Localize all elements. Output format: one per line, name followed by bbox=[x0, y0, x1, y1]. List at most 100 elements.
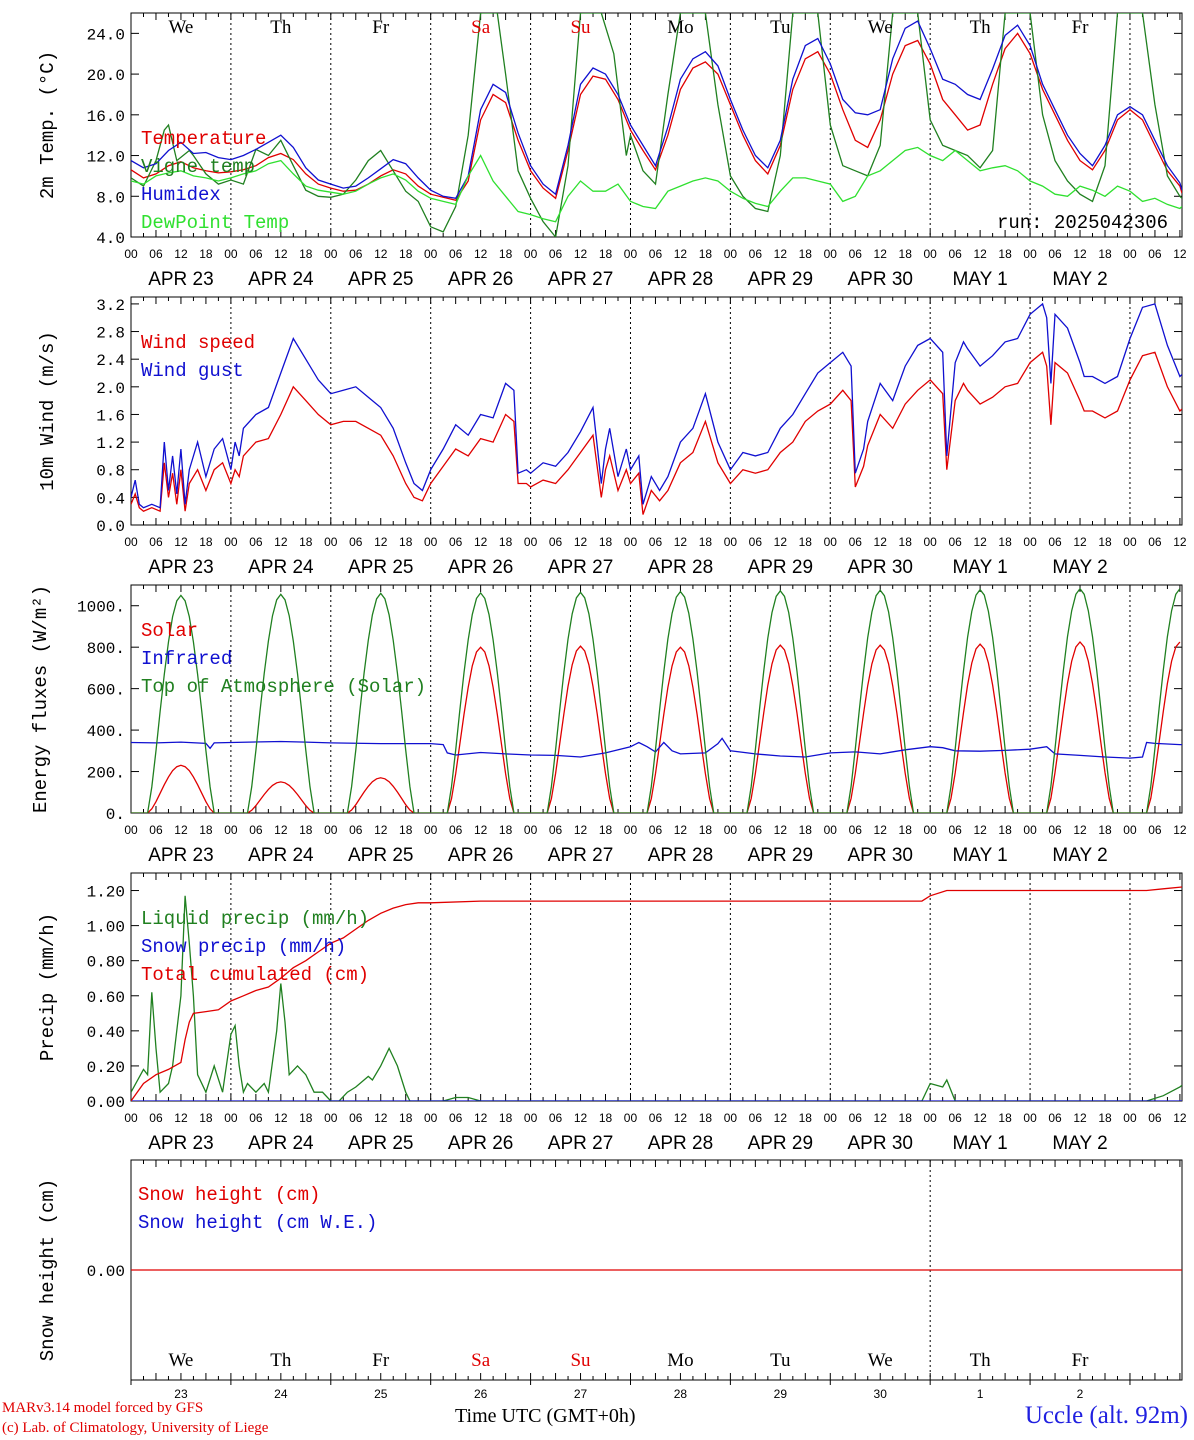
hour-tick-label: 00 bbox=[1023, 823, 1037, 837]
hour-tick-label: 00 bbox=[624, 535, 638, 549]
date-label: APR 29 bbox=[748, 557, 813, 578]
date-label: APR 30 bbox=[847, 557, 912, 578]
hour-tick-label: 00 bbox=[923, 1111, 937, 1125]
hour-tick-label: 18 bbox=[599, 823, 613, 837]
hour-tick-label: 18 bbox=[299, 823, 313, 837]
date-label: APR 30 bbox=[847, 269, 912, 290]
date-label: APR 29 bbox=[748, 845, 813, 866]
hour-tick-label: 00 bbox=[724, 823, 738, 837]
y-tick-label: 0.4 bbox=[96, 490, 125, 508]
date-label: APR 26 bbox=[448, 1133, 513, 1154]
y-tick-label: 0.0 bbox=[96, 518, 125, 536]
legend-entry: Liquid precip (mm/h) bbox=[141, 908, 369, 930]
hour-tick-label: 06 bbox=[449, 247, 463, 261]
hour-tick-label: 18 bbox=[399, 823, 413, 837]
hour-tick-label: 00 bbox=[324, 823, 338, 837]
y-tick-label: 1.6 bbox=[96, 407, 125, 425]
hour-tick-label: 12 bbox=[474, 247, 488, 261]
y-tick-label: 24.0 bbox=[87, 26, 125, 44]
y-tick-label: 600. bbox=[87, 682, 125, 700]
hour-tick-label: 06 bbox=[1048, 1111, 1062, 1125]
bottom-day-number: 1 bbox=[977, 1387, 984, 1401]
series-line bbox=[131, 587, 1181, 813]
y-tick-label: 20.0 bbox=[87, 67, 125, 85]
date-label: MAY 1 bbox=[952, 269, 1007, 290]
y-tick-label: 12.0 bbox=[87, 149, 125, 167]
hour-tick-label: 06 bbox=[749, 823, 763, 837]
hour-tick-label: 12 bbox=[874, 535, 888, 549]
hour-tick-label: 12 bbox=[973, 1111, 987, 1125]
date-label: MAY 2 bbox=[1052, 557, 1107, 578]
hour-tick-label: 06 bbox=[149, 247, 163, 261]
date-label: MAY 1 bbox=[952, 1133, 1007, 1154]
hour-tick-label: 00 bbox=[1023, 247, 1037, 261]
legend-entry: Humidex bbox=[141, 184, 221, 206]
panel-frame bbox=[130, 12, 1183, 238]
hour-tick-label: 06 bbox=[449, 823, 463, 837]
hour-tick-label: 00 bbox=[824, 823, 838, 837]
series-line bbox=[131, 737, 1182, 759]
hour-tick-label: 12 bbox=[374, 247, 388, 261]
y-tick-label: 0.8 bbox=[96, 463, 125, 481]
y-tick-label: 1.00 bbox=[87, 919, 125, 937]
hour-tick-label: 12 bbox=[1073, 823, 1087, 837]
hour-tick-label: 06 bbox=[1048, 823, 1062, 837]
hour-tick-label: 18 bbox=[499, 535, 513, 549]
date-label: APR 27 bbox=[548, 269, 613, 290]
hour-tick-label: 06 bbox=[249, 247, 263, 261]
series-line bbox=[131, 20, 1182, 200]
hour-tick-label: 00 bbox=[824, 247, 838, 261]
weekday-label: We bbox=[169, 17, 194, 38]
hour-tick-label: 12 bbox=[674, 535, 688, 549]
hour-tick-label: 00 bbox=[324, 535, 338, 549]
series-line bbox=[131, 302, 1182, 509]
y-tick-label: 2.0 bbox=[96, 380, 125, 398]
hour-tick-label: 12 bbox=[174, 247, 188, 261]
hour-tick-label: 18 bbox=[899, 1111, 913, 1125]
hour-tick-label: 18 bbox=[399, 535, 413, 549]
hour-tick-label: 06 bbox=[549, 823, 563, 837]
y-tick-label: 1.2 bbox=[96, 435, 125, 453]
date-label: APR 24 bbox=[248, 1133, 314, 1154]
hour-tick-label: 06 bbox=[1048, 247, 1062, 261]
hour-tick-label: 12 bbox=[574, 823, 588, 837]
hour-tick-label: 00 bbox=[524, 1111, 538, 1125]
y-tick-label: 3.2 bbox=[96, 297, 125, 315]
hour-tick-label: 06 bbox=[149, 1111, 163, 1125]
hour-tick-label: 00 bbox=[824, 535, 838, 549]
weekday-label: Sa bbox=[471, 1350, 491, 1371]
hour-tick-label: 12 bbox=[574, 247, 588, 261]
hour-tick-label: 12 bbox=[874, 823, 888, 837]
date-label: APR 26 bbox=[448, 845, 513, 866]
hour-tick-label: 12 bbox=[973, 823, 987, 837]
hour-tick-label: 06 bbox=[849, 1111, 863, 1125]
hour-tick-label: 18 bbox=[499, 1111, 513, 1125]
hour-tick-label: 00 bbox=[424, 823, 438, 837]
y-tick-label: 1000. bbox=[77, 599, 125, 617]
hour-tick-label: 12 bbox=[1173, 535, 1187, 549]
y-axis-label: 2m Temp. (°C) bbox=[37, 51, 59, 199]
series-line bbox=[131, 32, 1182, 202]
hour-tick-label: 18 bbox=[998, 823, 1012, 837]
date-label: APR 28 bbox=[648, 269, 713, 290]
hour-tick-label: 12 bbox=[574, 535, 588, 549]
hour-tick-label: 12 bbox=[774, 1111, 788, 1125]
weekday-label: Fr bbox=[372, 17, 390, 38]
bottom-day-number: 27 bbox=[574, 1387, 588, 1401]
hour-tick-label: 00 bbox=[224, 1111, 238, 1125]
hour-tick-label: 12 bbox=[874, 1111, 888, 1125]
date-label: APR 25 bbox=[348, 269, 413, 290]
hour-tick-label: 12 bbox=[274, 247, 288, 261]
hour-tick-label: 12 bbox=[1173, 1111, 1187, 1125]
date-label: APR 23 bbox=[148, 1133, 213, 1154]
hour-tick-label: 00 bbox=[424, 247, 438, 261]
hour-tick-label: 18 bbox=[899, 535, 913, 549]
hour-tick-label: 18 bbox=[199, 823, 213, 837]
hour-tick-label: 18 bbox=[1098, 535, 1112, 549]
weekday-label: Th bbox=[970, 17, 992, 38]
hour-tick-label: 12 bbox=[174, 1111, 188, 1125]
hour-tick-label: 12 bbox=[774, 247, 788, 261]
legend-entry: Infrared bbox=[141, 648, 232, 670]
footer-credit-line: (c) Lab. of Climatology, University of L… bbox=[2, 1420, 269, 1436]
hour-tick-label: 18 bbox=[899, 247, 913, 261]
